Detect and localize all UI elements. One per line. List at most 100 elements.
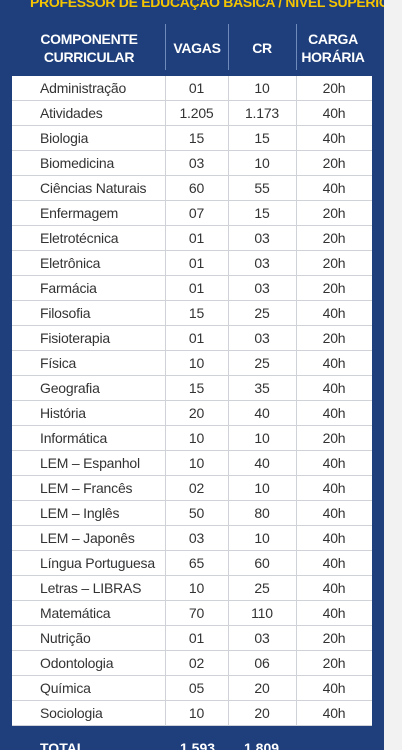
carga-cell: 20h — [322, 280, 346, 296]
cr-cell: 03 — [254, 330, 270, 346]
table-row: LEM – Inglês 50 80 40h — [12, 501, 372, 526]
table-row: Administração 01 10 20h — [12, 76, 372, 101]
component-cell: LEM – Japonês — [40, 530, 135, 546]
table-row: Atividades 1.205 1.173 40h — [12, 101, 372, 126]
total-value: 1.809 — [244, 740, 280, 750]
separator — [228, 76, 229, 726]
table-row: Letras – LIBRAS 10 25 40h — [12, 576, 372, 601]
carga-cell: 20h — [322, 330, 346, 346]
column-header: CARGA HORÁRIA — [301, 31, 365, 65]
component-cell: Filosofia — [40, 305, 91, 321]
table-row: Odontologia 02 06 20h — [12, 651, 372, 676]
vagas-cell: 01 — [188, 630, 205, 646]
column-header: COMPONENTE CURRICULAR — [40, 31, 138, 65]
carga-cell: 40h — [322, 355, 346, 371]
table-row: Biologia 15 15 40h — [12, 126, 372, 151]
cr-cell: 25 — [254, 305, 270, 321]
carga-cell: 40h — [322, 105, 346, 121]
component-cell: História — [40, 405, 86, 421]
component-cell: Odontologia — [40, 655, 114, 671]
vagas-cell: 02 — [188, 480, 205, 496]
cr-cell: 10 — [254, 430, 270, 446]
carga-cell: 40h — [322, 180, 346, 196]
carga-cell: 20h — [322, 430, 346, 446]
carga-cell: 20h — [322, 205, 346, 221]
vagas-cell: 15 — [188, 130, 205, 146]
table-row: Eletrônica 01 03 20h — [12, 251, 372, 276]
component-cell: Biologia — [40, 130, 89, 146]
table: Administração 01 10 20h Atividades 1.205 1.173… — [12, 76, 372, 726]
carga-cell: 40h — [322, 480, 346, 496]
carga-cell: 40h — [322, 455, 346, 471]
cr-cell: 03 — [254, 630, 270, 646]
cr-cell: 60 — [254, 555, 270, 571]
cr-cell: 10 — [254, 530, 270, 546]
vagas-cell: 02 — [188, 655, 205, 671]
component-cell: Ciências Naturais — [40, 180, 147, 196]
table-row: Língua Portuguesa 65 60 40h — [12, 551, 372, 576]
component-cell: Eletrônica — [40, 255, 101, 271]
vagas-cell: 05 — [188, 680, 205, 696]
table-row: Eletrotécnica 01 03 20h — [12, 226, 372, 251]
table-row: Biomedicina 03 10 20h — [12, 151, 372, 176]
cr-cell: 10 — [254, 480, 270, 496]
panel: PROFESSOR DE EDUCAÇÃO BÁSICA / NÍVEL SUP… — [0, 0, 384, 750]
carga-cell: 40h — [322, 605, 346, 621]
component-cell: Informática — [40, 430, 108, 446]
carga-cell: 40h — [322, 580, 346, 596]
component-cell: Letras – LIBRAS — [40, 580, 142, 596]
vagas-cell: 60 — [188, 180, 205, 196]
cr-cell: 03 — [254, 255, 270, 271]
separator — [228, 24, 229, 70]
cr-cell: 15 — [254, 205, 270, 221]
cr-cell: 03 — [254, 280, 270, 296]
vagas-cell: 20 — [188, 405, 205, 421]
vagas-cell: 10 — [188, 705, 205, 721]
vagas-cell: 10 — [188, 580, 205, 596]
table-row: História 20 40 40h — [12, 401, 372, 426]
vagas-cell: 03 — [188, 530, 205, 546]
table-row: Farmácia 01 03 20h — [12, 276, 372, 301]
vagas-cell: 70 — [188, 605, 205, 621]
component-cell: LEM – Espanhol — [40, 455, 140, 471]
vagas-cell: 01 — [188, 255, 205, 271]
carga-cell: 40h — [322, 555, 346, 571]
carga-cell: 40h — [322, 530, 346, 546]
carga-cell: 20h — [322, 630, 346, 646]
table-row: Fisioterapia 01 03 20h — [12, 326, 372, 351]
vagas-cell: 15 — [188, 305, 205, 321]
table-row: LEM – Espanhol 10 40 40h — [12, 451, 372, 476]
table-row: Informática 10 10 20h — [12, 426, 372, 451]
component-cell: Matemática — [40, 605, 111, 621]
vagas-cell: 07 — [188, 205, 205, 221]
carga-cell: 20h — [322, 230, 346, 246]
cr-cell: 40 — [254, 405, 270, 421]
table-row: Filosofia 15 25 40h — [12, 301, 372, 326]
vagas-cell: 1.205 — [179, 105, 214, 121]
component-cell: Farmácia — [40, 280, 97, 296]
cr-cell: 35 — [254, 380, 270, 396]
table-row: Nutrição 01 03 20h — [12, 626, 372, 651]
carga-cell: 20h — [322, 155, 346, 171]
table-row: Geografia 15 35 40h — [12, 376, 372, 401]
cr-cell: 20 — [254, 705, 270, 721]
cr-cell: 80 — [254, 505, 270, 521]
column-header: VAGAS — [173, 40, 221, 56]
carga-cell: 20h — [322, 80, 346, 96]
vagas-cell: 10 — [188, 455, 205, 471]
component-cell: Sociologia — [40, 705, 103, 721]
table-row: LEM – Japonês 03 10 40h — [12, 526, 372, 551]
carga-cell: 40h — [322, 505, 346, 521]
cr-cell: 25 — [254, 580, 270, 596]
vagas-cell: 65 — [188, 555, 205, 571]
separator — [296, 24, 297, 70]
vagas-cell: 10 — [188, 355, 205, 371]
carga-cell: 40h — [322, 680, 346, 696]
component-cell: Física — [40, 355, 77, 371]
carga-cell: 40h — [322, 705, 346, 721]
carga-cell: 40h — [322, 380, 346, 396]
component-cell: Química — [40, 680, 91, 696]
cr-cell: 1.173 — [244, 105, 280, 121]
vagas-cell: 01 — [188, 230, 205, 246]
vagas-cell: 01 — [188, 80, 205, 96]
